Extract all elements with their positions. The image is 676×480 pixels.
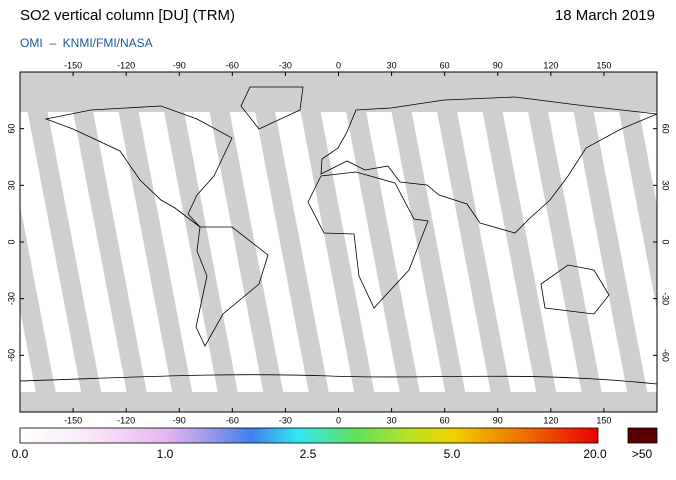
swath xyxy=(65,72,151,412)
lon-label-top: 90 xyxy=(493,60,503,70)
lon-label-bottom: 30 xyxy=(387,415,397,425)
lat-label-left: 30 xyxy=(6,180,16,190)
coastlines xyxy=(20,86,657,385)
colorbar-label: 20.0 xyxy=(583,447,607,461)
credit: OMI – KNMI/FMI/NASA xyxy=(20,36,153,50)
swath xyxy=(338,72,424,412)
swath xyxy=(293,72,378,412)
polar-region xyxy=(20,392,657,412)
swath xyxy=(156,72,242,412)
colorbar-overflow xyxy=(627,427,658,444)
swath xyxy=(384,72,469,412)
lon-label-top: -150 xyxy=(64,60,82,70)
lat-label-right: 0 xyxy=(661,239,671,244)
swath xyxy=(20,72,105,412)
colorbar-labels: 0.0 1.0 2.5 5.0 20.0 xyxy=(12,447,607,461)
lon-label-bottom: 150 xyxy=(596,415,611,425)
colorbar-label: 0.0 xyxy=(12,447,29,461)
lon-label-bottom: 120 xyxy=(543,415,558,425)
lat-label-right: 30 xyxy=(661,180,671,190)
lon-label-bottom: -120 xyxy=(117,415,135,425)
graticule-labels: -150 -150 -120 -120 -90 -90 -60 -60 -30 -30 0 0 30 30… xyxy=(6,60,670,425)
lon-label-top: -30 xyxy=(279,60,292,70)
lon-label-top: -60 xyxy=(226,60,239,70)
swath xyxy=(475,72,560,412)
lat-label-left: 60 xyxy=(6,124,16,134)
lon-label-top: -120 xyxy=(117,60,135,70)
polar-region xyxy=(20,72,657,112)
lat-label-right: 60 xyxy=(661,124,671,134)
lon-label-top: 30 xyxy=(387,60,397,70)
swath xyxy=(429,72,515,412)
colorbar-label: 1.0 xyxy=(157,447,174,461)
title: SO2 vertical column [DU] (TRM) xyxy=(20,7,235,24)
lon-label-top: 120 xyxy=(543,60,558,70)
colorbar-overflow-label: >50 xyxy=(632,447,653,461)
lon-label-bottom: 90 xyxy=(493,415,503,425)
map xyxy=(20,72,657,412)
swath xyxy=(566,72,651,412)
lon-label-bottom: -30 xyxy=(279,415,292,425)
swath xyxy=(611,72,657,310)
colorbar-label: 5.0 xyxy=(444,447,461,461)
colorbar xyxy=(19,427,599,444)
lon-label-top: 60 xyxy=(440,60,450,70)
date: 18 March 2019 xyxy=(555,7,655,24)
lat-label-left: 0 xyxy=(6,239,16,244)
lon-label-bottom: -90 xyxy=(173,415,186,425)
swath xyxy=(247,72,333,412)
lon-label-bottom: -150 xyxy=(64,415,82,425)
lon-label-top: 0 xyxy=(336,60,341,70)
orbit-swaths xyxy=(20,72,657,412)
lon-label-bottom: -60 xyxy=(226,415,239,425)
colorbar-label: 2.5 xyxy=(300,447,317,461)
lat-label-right: -60 xyxy=(661,349,671,362)
lon-label-bottom: 60 xyxy=(440,415,450,425)
swath xyxy=(111,72,196,412)
lon-label-bottom: 0 xyxy=(336,415,341,425)
lat-label-left: -30 xyxy=(6,292,16,305)
lat-label-right: -30 xyxy=(661,292,671,305)
lon-label-top: -90 xyxy=(173,60,186,70)
lon-label-top: 150 xyxy=(596,60,611,70)
lat-label-left: -60 xyxy=(6,349,16,362)
swath xyxy=(520,72,606,412)
swath xyxy=(20,205,60,412)
